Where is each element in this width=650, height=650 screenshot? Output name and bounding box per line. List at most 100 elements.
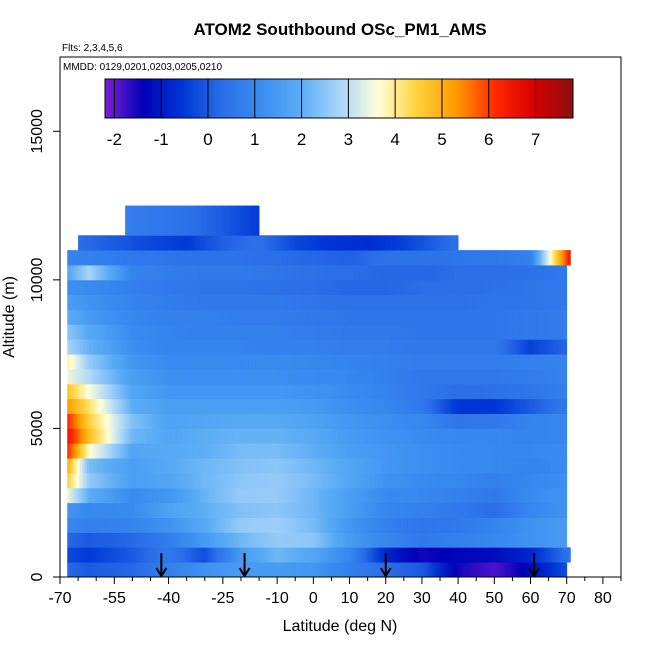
curtain-cell [382,369,385,385]
curtain-cell [438,517,441,533]
curtain-cell [322,562,325,577]
curtain-cell [389,532,392,548]
curtain-cell [440,354,443,370]
curtain-cell [206,473,209,489]
curtain-cell [112,354,115,370]
curtain-cell [398,324,401,340]
curtain-cell [320,339,323,355]
curtain-cell [69,532,72,548]
curtain-cell [487,443,490,459]
curtain-cell [163,532,166,548]
curtain-cell [412,562,416,577]
curtain-cell [141,398,144,414]
curtain-cell [184,369,188,385]
curtain-cell [409,547,412,563]
curtain-cell [369,562,372,577]
curtain-cell [503,428,506,444]
curtain-cell [298,502,302,518]
curtain-cell [338,339,341,355]
curtain-cell [378,517,381,533]
curtain-cell [201,532,204,548]
curtain-cell [136,562,139,577]
curtain-cell [316,562,320,577]
curtain-cell [380,487,383,504]
curtain-cell [217,383,220,400]
curtain-cell [543,354,546,370]
curtain-cell [373,443,376,459]
curtain-cell [304,473,307,489]
curtain-cell [81,413,84,429]
curtain-cell [441,443,445,459]
curtain-cell [125,517,128,533]
curtain-cell [105,458,108,474]
curtain-cell [506,398,510,414]
curtain-cell [347,398,350,414]
curtain-cell [376,487,379,504]
curtain-cell [246,517,249,533]
curtain-cell [382,547,385,563]
curtain-cell [438,443,441,459]
curtain-cell [202,532,206,548]
curtain-cell [559,354,562,370]
curtain-cell [369,502,372,518]
curtain-cell [389,309,392,325]
curtain-cell [154,562,157,577]
curtain-cell [467,502,470,518]
curtain-cell [526,443,530,459]
curtain-cell [528,443,531,459]
curtain-cell [392,428,396,444]
curtain-cell [311,443,314,459]
curtain-cell [76,502,79,518]
curtain-cell [99,309,103,325]
curtain-cell [508,309,512,325]
curtain-cell [452,502,455,518]
curtain-cell [181,458,184,474]
curtain-cell [264,487,267,504]
curtain-cell [327,473,331,489]
curtain-cell [382,339,385,355]
curtain-cell [535,369,539,385]
curtain-cell [564,413,568,429]
curtain-cell [172,458,175,474]
curtain-cell [423,443,426,459]
curtain-cell [262,532,265,548]
curtain-cell [510,398,513,414]
curtain-cell [351,458,354,474]
curtain-cell [79,413,83,429]
curtain-cell [224,398,227,414]
curtain-cell [508,502,512,518]
curtain-cell [74,339,77,355]
curtain-cell [420,383,423,400]
curtain-cell [478,458,481,474]
curtain-cell [465,309,468,325]
curtain-cell [409,309,412,325]
curtain-cell [257,458,260,474]
curtain-cell [440,458,443,474]
curtain-cell [463,517,466,533]
curtain-cell [429,517,432,533]
curtain-cell [126,369,130,385]
curtain-cell [497,487,501,504]
curtain-cell [114,383,117,400]
curtain-cell [463,458,466,474]
curtain-cell [159,354,162,370]
curtain-cell [539,473,542,489]
curtain-cell [155,413,159,429]
curtain-cell [369,428,372,444]
curtain-cell [376,458,379,474]
curtain-cell [217,502,220,518]
curtain-cell [463,547,466,563]
curtain-cell [434,547,437,563]
curtain-cell [154,517,157,533]
curtain-cell [210,458,213,474]
curtain-cell [532,458,535,474]
curtain-cell [450,428,454,444]
curtain-cell [215,562,218,577]
curtain-cell [83,443,86,459]
curtain-cell [141,383,144,400]
curtain-cell [438,339,441,355]
curtain-cell [338,398,341,414]
curtain-cell [539,502,542,518]
curtain-cell [157,354,160,370]
curtain-cell [563,473,566,489]
